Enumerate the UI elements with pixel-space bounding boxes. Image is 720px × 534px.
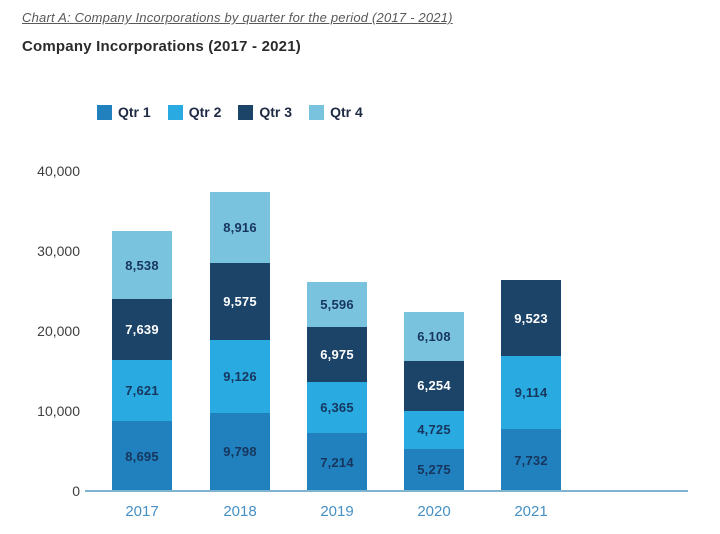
legend-swatch-icon [97,104,112,120]
legend-label: Qtr 1 [118,104,151,120]
legend-swatch-icon [167,104,183,120]
legend-swatch-icon [309,104,325,120]
legend-item-qtr-3: Qtr 3 [238,104,292,120]
bar-segment-2017-qtr-1: 8,695 [112,421,172,491]
bar-segment-2019-qtr-2: 6,365 [307,382,367,434]
bar-value-label: 8,695 [125,448,159,464]
x-axis-line [85,490,688,492]
y-tick-label: 40,000 [37,163,80,179]
legend-swatch-icon [238,104,254,120]
x-tick-label-2020: 2020 [417,503,451,520]
bar-segment-2020-qtr-4: 6,108 [404,312,464,361]
chart-caption: Chart A: Company Incorporations by quart… [22,10,453,25]
legend-item-qtr-4: Qtr 4 [309,104,363,120]
x-tick-label-2021: 2021 [514,503,548,520]
bar-segment-2018-qtr-3: 9,575 [210,263,270,340]
legend-item-qtr-2: Qtr 2 [167,104,222,120]
y-tick-label: 30,000 [37,243,80,259]
y-tick-label: 10,000 [37,403,80,419]
y-tick-label: 0 [72,483,80,499]
bar-value-label: 6,365 [320,400,354,416]
bar-segment-2018-qtr-1: 9,798 [210,412,270,491]
bar-value-label: 7,639 [125,322,159,338]
chart-legend: Qtr 1 Qtr 2 Qtr 3 Qtr 4 [97,104,363,120]
bar-value-label: 5,275 [417,462,451,478]
bar-segment-2018-qtr-2: 9,126 [210,339,270,413]
bar-value-label: 7,732 [514,452,548,468]
bar-value-label: 7,214 [320,454,354,470]
chart-title: Company Incorporations (2017 - 2021) [22,38,301,55]
bar-segment-2019-qtr-3: 6,975 [307,326,367,383]
bar-value-label: 7,621 [125,383,159,399]
bar-segment-2020-qtr-1: 5,275 [404,448,464,491]
bar-value-label: 9,114 [514,385,548,401]
bar-value-label: 6,108 [417,329,451,345]
bar-value-label: 8,916 [223,219,257,235]
bar-segment-2019-qtr-1: 7,214 [307,433,367,491]
bar-segment-2021-qtr-2: 9,114 [501,356,561,430]
bar-value-label: 9,575 [223,293,257,309]
x-tick-label-2018: 2018 [223,503,257,520]
bar-segment-2021-qtr-3: 9,523 [501,280,561,357]
bar-segment-2021-qtr-1: 7,732 [501,429,561,491]
bar-segment-2019-qtr-4: 5,596 [307,281,367,327]
bar-value-label: 6,254 [417,378,451,394]
bar-value-label: 9,523 [514,310,548,326]
bar-value-label: 6,975 [320,346,354,362]
bar-segment-2020-qtr-2: 4,725 [404,411,464,449]
bar-value-label: 9,798 [223,444,257,460]
bar-value-label: 8,538 [125,257,159,273]
bar-value-label: 5,596 [320,296,354,312]
bar-segment-2017-qtr-2: 7,621 [112,360,172,422]
bar-value-label: 9,126 [223,368,257,384]
bar-segment-2017-qtr-4: 8,538 [112,231,172,300]
bar-segment-2018-qtr-4: 8,916 [210,191,270,263]
bar-segment-2017-qtr-3: 7,639 [112,299,172,361]
legend-label: Qtr 4 [330,104,363,120]
bar-segment-2020-qtr-3: 6,254 [404,360,464,411]
legend-label: Qtr 3 [259,104,293,120]
x-tick-label-2019: 2019 [320,503,354,520]
y-tick-label: 20,000 [37,323,80,339]
legend-item-qtr-1: Qtr 1 [97,104,151,120]
bar-value-label: 4,725 [417,422,451,438]
x-tick-label-2017: 2017 [125,503,159,520]
legend-label: Qtr 2 [188,104,222,120]
